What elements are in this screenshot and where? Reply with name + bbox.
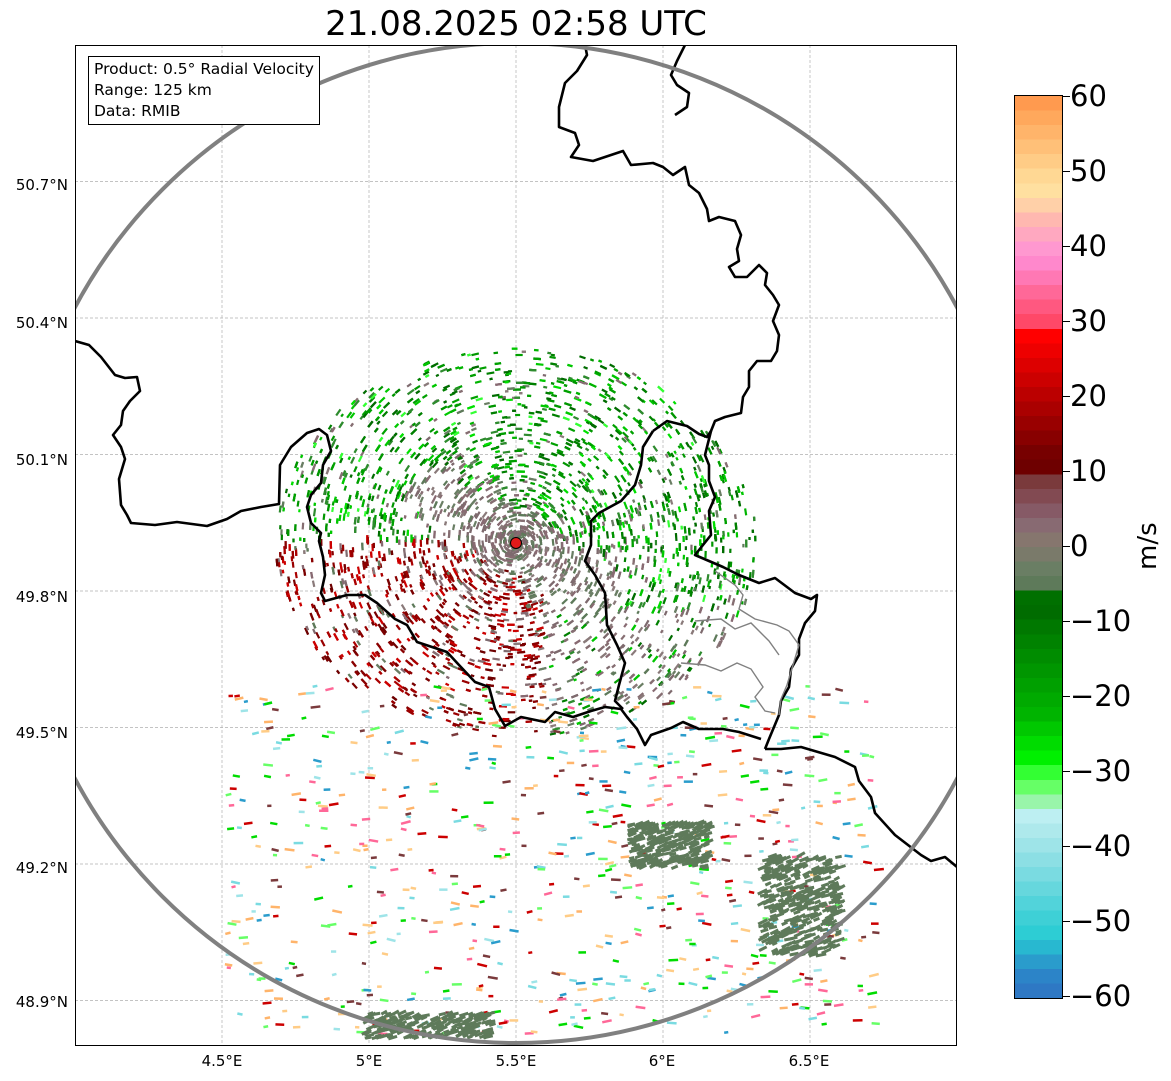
lon-tick-label: 4.5°E bbox=[201, 1052, 243, 1070]
velocity-echoes bbox=[224, 347, 885, 1041]
colorbar-tick bbox=[1062, 246, 1070, 247]
radar-site-marker bbox=[510, 537, 522, 549]
colorbar-tick bbox=[1062, 171, 1070, 172]
velocity-colorbar bbox=[1014, 95, 1063, 999]
lat-tick-label: 49.2°N bbox=[15, 859, 68, 877]
lat-tick-label: 49.8°N bbox=[15, 588, 68, 606]
germany-border-north bbox=[765, 745, 957, 868]
colorbar-tick-label: −60 bbox=[1070, 979, 1132, 1013]
lon-tick-label: 6°E bbox=[648, 1052, 676, 1070]
product-label: Product: 0.5° Radial Velocity bbox=[94, 60, 314, 78]
lon-tick-label: 5°E bbox=[355, 1052, 383, 1070]
radar-map[interactable] bbox=[75, 45, 957, 1046]
product-info-box: Product: 0.5° Radial Velocity Range: 125… bbox=[88, 56, 320, 125]
colorbar-tick bbox=[1062, 321, 1070, 322]
colorbar-tick bbox=[1062, 396, 1070, 397]
colorbar-tick bbox=[1062, 471, 1070, 472]
colorbar-tick-label: −10 bbox=[1070, 604, 1132, 638]
colorbar-tick-label: 50 bbox=[1070, 154, 1107, 188]
lat-tick-label: 50.4°N bbox=[15, 314, 68, 332]
colorbar-tick-label: 20 bbox=[1070, 379, 1107, 413]
colorbar-tick-label: 0 bbox=[1070, 529, 1089, 563]
colorbar-tick-label: −50 bbox=[1070, 904, 1132, 938]
colorbar-tick bbox=[1062, 621, 1070, 622]
colorbar-tick bbox=[1062, 96, 1070, 97]
colorbar-tick-label: 60 bbox=[1070, 79, 1107, 113]
colorbar-tick-label: −30 bbox=[1070, 754, 1132, 788]
belgium-france-border bbox=[75, 339, 762, 747]
colorbar-tick-label: 40 bbox=[1070, 229, 1107, 263]
colorbar-unit-label: m/s bbox=[1133, 522, 1163, 570]
lat-tick-label: 48.9°N bbox=[15, 993, 68, 1011]
colorbar-tick bbox=[1062, 996, 1070, 997]
lat-tick-label: 50.1°N bbox=[15, 451, 68, 469]
lon-tick-label: 5.5°E bbox=[495, 1052, 537, 1070]
colorbar-tick-label: 10 bbox=[1070, 454, 1107, 488]
province-borders bbox=[680, 570, 800, 716]
map-frame bbox=[75, 45, 957, 1046]
colorbar-tick-label: −20 bbox=[1070, 679, 1132, 713]
netherlands-north-border bbox=[669, 45, 691, 117]
chart-title: 21.08.2025 02:58 UTC bbox=[325, 4, 707, 44]
lat-tick-label: 49.5°N bbox=[15, 724, 68, 742]
lon-tick-label: 6.5°E bbox=[788, 1052, 830, 1070]
map-canvas[interactable] bbox=[75, 45, 957, 1046]
colorbar-tick bbox=[1062, 546, 1070, 547]
colorbar-tick-label: 30 bbox=[1070, 304, 1107, 338]
lat-tick-label: 50.7°N bbox=[15, 176, 68, 194]
colorbar-tick bbox=[1062, 696, 1070, 697]
range-label: Range: 125 km bbox=[94, 81, 212, 99]
colorbar-tick bbox=[1062, 846, 1070, 847]
colorbar-tick bbox=[1062, 771, 1070, 772]
data-source-label: Data: RMIB bbox=[94, 102, 181, 120]
germany-netherlands-border bbox=[557, 45, 781, 432]
colorbar-tick-label: −40 bbox=[1070, 829, 1132, 863]
range-ring bbox=[75, 45, 957, 1045]
belgium-luxembourg-border bbox=[583, 430, 655, 710]
colorbar-tick bbox=[1062, 921, 1070, 922]
